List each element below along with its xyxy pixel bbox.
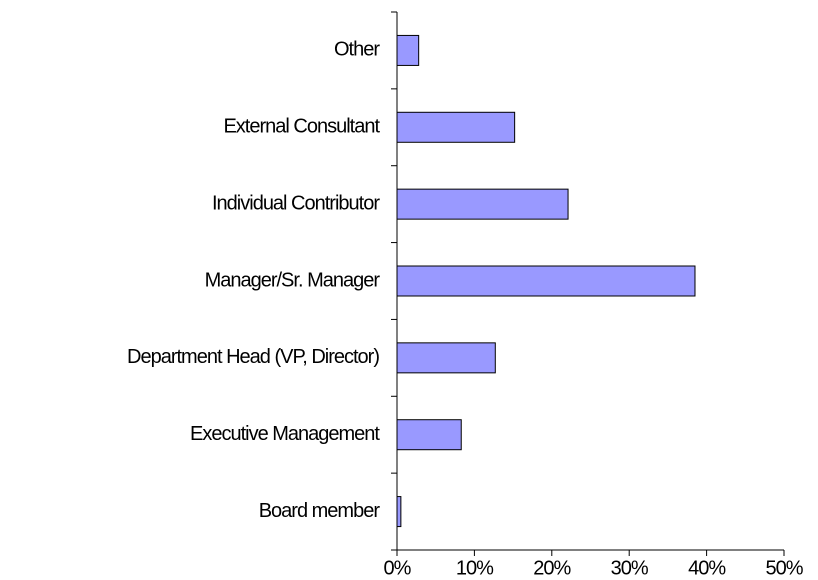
- y-tick-label: Executive Management: [190, 423, 380, 445]
- y-tick-label: Department Head (VP, Director): [127, 346, 379, 368]
- bar: [396, 342, 496, 374]
- bar: [396, 111, 516, 143]
- x-tick-label: 0%: [384, 557, 412, 579]
- bar: [396, 265, 696, 297]
- y-tick-label: Individual Contributor: [212, 192, 380, 214]
- bar: [396, 34, 420, 66]
- x-tick-label: 40%: [688, 557, 726, 579]
- x-tick-label: 20%: [533, 557, 571, 579]
- y-tick-label: Board member: [259, 500, 381, 522]
- x-tick-label: 30%: [611, 557, 649, 579]
- x-tick-label: 50%: [765, 557, 803, 579]
- y-tick-label: Manager/Sr. Manager: [205, 269, 381, 291]
- x-tick-label: 10%: [456, 557, 494, 579]
- y-tick-label: Other: [334, 39, 380, 61]
- bar: [396, 419, 462, 451]
- y-tick-label: External Consultant: [223, 116, 380, 138]
- bar: [396, 188, 569, 220]
- bar: [396, 496, 402, 528]
